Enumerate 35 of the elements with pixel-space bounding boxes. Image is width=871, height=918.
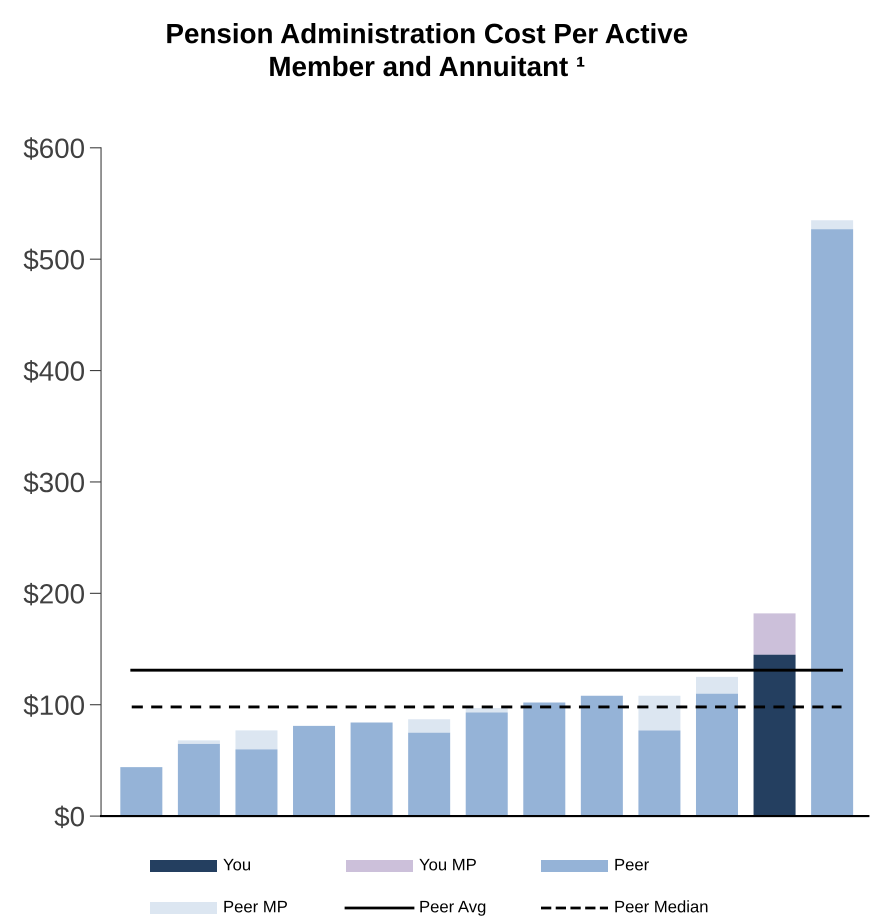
chart-title: Pension Administration Cost Per Active Member and Annuitant ¹: [167, 22, 688, 76]
bar: [466, 708, 508, 713]
bar: [178, 740, 220, 744]
y-tick-label: $300: [24, 471, 84, 494]
bar: [696, 694, 738, 816]
y-tick-label: $600: [24, 137, 84, 160]
bar: [638, 730, 680, 816]
bar: [350, 722, 393, 816]
bar: [580, 696, 623, 816]
y-tick-label: $500: [24, 248, 84, 272]
legend-label: Peer Median: [615, 900, 708, 912]
bar: [235, 730, 278, 750]
legend-label: You: [223, 858, 250, 870]
legend-label: Peer Avg: [420, 900, 486, 916]
legend-label: Peer MP: [224, 900, 287, 912]
bar: [638, 696, 680, 730]
legend-label: Peer: [615, 858, 649, 870]
bar: [120, 767, 162, 816]
bar: [178, 744, 220, 816]
y-tick-label: $0: [54, 806, 84, 828]
y-tick-label: $200: [24, 582, 84, 606]
bar: [811, 220, 854, 230]
y-tick-label: $400: [24, 360, 84, 383]
y-tick-label: $100: [24, 694, 84, 717]
bar: [523, 702, 566, 816]
bar: [811, 229, 854, 816]
bar: [696, 676, 738, 694]
bar: [235, 749, 278, 816]
bar: [754, 613, 796, 655]
bar: [408, 719, 450, 733]
bar: [754, 654, 796, 816]
legend-label: You MP: [419, 858, 476, 870]
bar: [466, 712, 508, 816]
bar: [408, 732, 450, 816]
bar: [293, 726, 336, 816]
